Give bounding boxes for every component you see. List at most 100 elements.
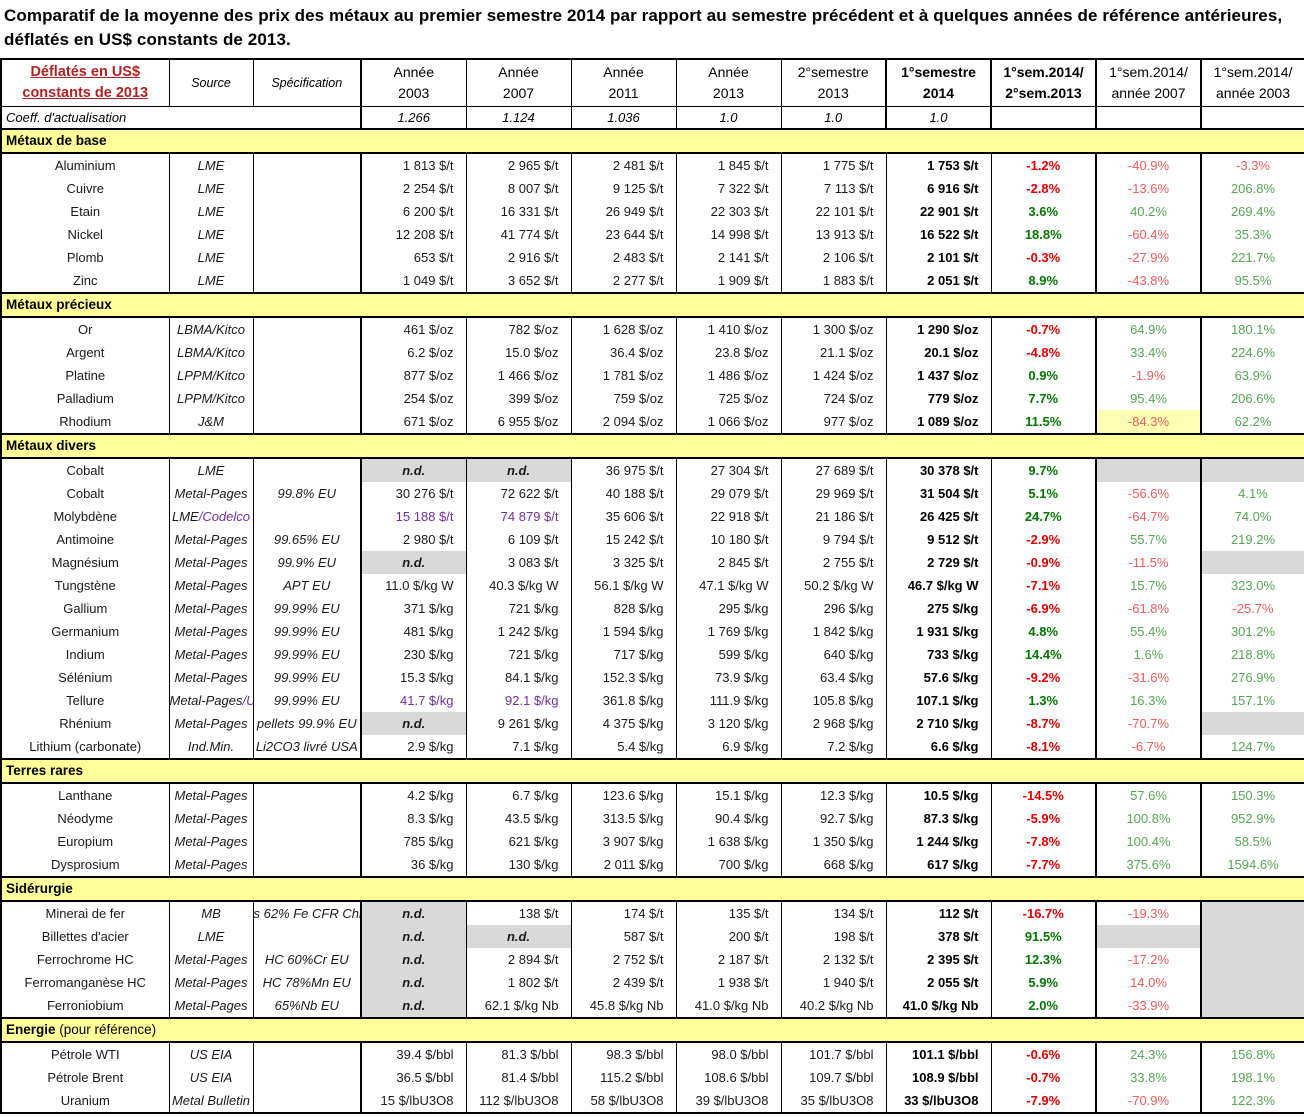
ratio-cell: 100.4% — [1096, 829, 1202, 853]
price-cell: 1 938 $/t — [676, 970, 782, 994]
source-cell: LME — [169, 199, 254, 223]
ratio-cell: 74.0% — [1201, 504, 1304, 528]
price-cell: n.d. — [361, 947, 467, 971]
ratio-cell: 55.4% — [1096, 619, 1202, 643]
table-row: Germanium Metal-Pages 99.99% EU 481 $/kg 1 2… — [1, 619, 1304, 643]
price-cell: 12 208 $/t — [361, 222, 467, 246]
price-cell: 1 781 $/oz — [571, 363, 677, 387]
price-cell: 1 931 $/kg — [886, 619, 992, 643]
price-cell: 14 998 $/t — [676, 222, 782, 246]
ratio-cell — [1201, 711, 1304, 735]
price-cell: 8 007 $/t — [466, 176, 572, 200]
ratio-cell: 55.7% — [1096, 527, 1202, 551]
spec-cell — [253, 222, 362, 246]
price-cell: 1 813 $/t — [361, 152, 467, 177]
price-cell: 640 $/kg — [781, 642, 887, 666]
ratio-cell: -0.9% — [991, 550, 1097, 574]
price-cell: 2 483 $/t — [571, 245, 677, 269]
metal-name-cell: Billettes d'acier — [1, 924, 170, 948]
price-cell: 230 $/kg — [361, 642, 467, 666]
source-cell: Metal-Pages — [169, 970, 254, 994]
ratio-cell: -8.1% — [991, 734, 1097, 759]
price-cell: 721 $/kg — [466, 596, 572, 620]
source-cell: LME — [169, 222, 254, 246]
metal-name-cell: Antimoine — [1, 527, 170, 551]
table-row: Argent LBMA/Kitco 6.2 $/oz 15.0 $/oz 36.4 $/… — [1, 340, 1304, 364]
section-header-row: Métaux précieux — [1, 291, 1304, 318]
price-cell: 198 $/t — [781, 924, 887, 948]
ratio-cell: 1.3% — [991, 688, 1097, 712]
ratio-cell: 9.7% — [991, 457, 1097, 482]
price-cell: 782 $/oz — [466, 316, 572, 341]
table-row: Lithium (carbonate) Ind.Min. Li2CO3 livré … — [1, 734, 1304, 759]
table-row: Cobalt Metal-Pages 99.8% EU 30 276 $/t 72 62… — [1, 481, 1304, 505]
price-cell: 399 $/oz — [466, 386, 572, 410]
ratio-cell: 64.9% — [1096, 316, 1202, 341]
metal-name-cell: Zinc — [1, 268, 170, 293]
source-cell: Metal-Pages — [169, 596, 254, 620]
price-cell: 9 512 $/t — [886, 527, 992, 551]
price-cell: 1 300 $/oz — [781, 316, 887, 341]
price-cell: 108.6 $/bbl — [676, 1065, 782, 1089]
ratio-cell: -14.5% — [991, 782, 1097, 807]
ratio-cell: 4.8% — [991, 619, 1097, 643]
price-cell: 725 $/oz — [676, 386, 782, 410]
spec-cell — [253, 340, 362, 364]
col-header: Année 2011 — [571, 58, 677, 107]
price-cell: 6 109 $/t — [466, 527, 572, 551]
ratio-cell: 952.9% — [1201, 806, 1304, 830]
price-cell: 2 894 $/t — [466, 947, 572, 971]
metal-name-cell: Rhénium — [1, 711, 170, 735]
ratio-cell: 24.3% — [1096, 1041, 1202, 1066]
metal-name-cell: Germanium — [1, 619, 170, 643]
spec-cell: HC 78%Mn EU — [253, 970, 362, 994]
price-cell: 1 628 $/oz — [571, 316, 677, 341]
price-cell: 1 802 $/t — [466, 970, 572, 994]
table-title: Comparatif de la moyenne des prix des mé… — [4, 6, 1283, 49]
spec-cell: 65%Nb EU — [253, 993, 362, 1018]
metal-name-cell: Pétrole WTI — [1, 1041, 170, 1066]
price-cell: 39.4 $/bbl — [361, 1041, 467, 1066]
table-row: Pétrole WTI US EIA 39.4 $/bbl 81.3 $/bbl 98.… — [1, 1041, 1304, 1066]
price-cell: 1 638 $/kg — [676, 829, 782, 853]
price-cell: n.d. — [361, 924, 467, 948]
ratio-cell: -9.2% — [991, 665, 1097, 689]
source-cell: LPPM/Kitco — [169, 363, 254, 387]
table-row: Or LBMA/Kitco 461 $/oz 782 $/oz 1 628 $/oz 1 … — [1, 316, 1304, 341]
col-header: Spécification — [253, 58, 362, 107]
spec-cell — [253, 199, 362, 223]
spec-cell — [253, 176, 362, 200]
price-cell: 1 424 $/oz — [781, 363, 887, 387]
spec-cell: APT EU — [253, 573, 362, 597]
ratio-cell: 276.9% — [1201, 665, 1304, 689]
spec-cell — [253, 316, 362, 341]
source-cell: LBMA/Kitco — [169, 316, 254, 341]
table-row: Etain LME 6 200 $/t 16 331 $/t 26 949 $/t 22 … — [1, 199, 1304, 223]
spec-cell: 99.99% EU — [253, 596, 362, 620]
metal-name-cell: Sélénium — [1, 665, 170, 689]
price-cell: 36.5 $/bbl — [361, 1065, 467, 1089]
price-cell: 621 $/kg — [466, 829, 572, 853]
price-cell: 41.0 $/kg Nb — [676, 993, 782, 1018]
price-cell: 724 $/oz — [781, 386, 887, 410]
spec-cell — [253, 806, 362, 830]
section-header-row: Energie (pour référence) — [1, 1016, 1304, 1043]
price-cell: 30 378 $/t — [886, 457, 992, 482]
spec-cell — [253, 152, 362, 177]
price-cell: 87.3 $/kg — [886, 806, 992, 830]
price-cell: 4.2 $/kg — [361, 782, 467, 807]
price-cell: 828 $/kg — [571, 596, 677, 620]
source-cell: Metal-Pages — [169, 481, 254, 505]
price-cell: 101.1 $/bbl — [886, 1041, 992, 1066]
price-cell: 1 437 $/oz — [886, 363, 992, 387]
source-cell: LME — [169, 245, 254, 269]
ratio-cell: -70.9% — [1096, 1088, 1202, 1113]
table-row: Indium Metal-Pages 99.99% EU 230 $/kg 721 $/… — [1, 642, 1304, 666]
ratio-cell: -4.8% — [991, 340, 1097, 364]
ratio-cell: 5.9% — [991, 970, 1097, 994]
price-cell: 2 055 $/t — [886, 970, 992, 994]
price-cell: 138 $/t — [466, 900, 572, 925]
coeff-value: 1.0 — [885, 106, 992, 130]
price-cell: 130 $/kg — [466, 852, 572, 877]
